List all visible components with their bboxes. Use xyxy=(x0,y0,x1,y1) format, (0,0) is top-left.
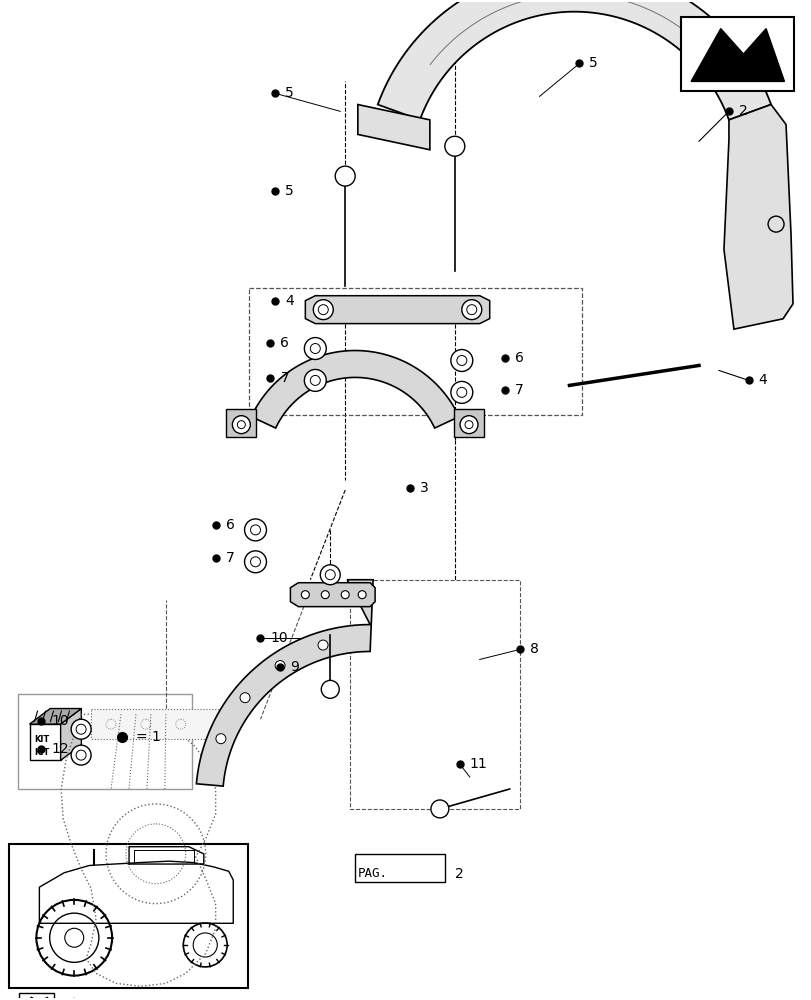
Bar xyxy=(354,854,444,882)
Text: 11: 11 xyxy=(470,757,487,771)
Circle shape xyxy=(237,421,245,429)
Polygon shape xyxy=(226,409,256,437)
Polygon shape xyxy=(21,997,52,1000)
Polygon shape xyxy=(377,0,770,120)
Circle shape xyxy=(310,375,320,385)
Text: 7: 7 xyxy=(225,551,234,565)
Circle shape xyxy=(301,591,309,599)
Circle shape xyxy=(216,734,225,744)
Circle shape xyxy=(244,551,266,573)
Polygon shape xyxy=(723,105,792,329)
Circle shape xyxy=(450,350,472,371)
Circle shape xyxy=(244,519,266,541)
Polygon shape xyxy=(196,580,372,786)
Circle shape xyxy=(321,680,339,698)
Circle shape xyxy=(457,355,466,365)
Text: 8: 8 xyxy=(529,642,538,656)
Circle shape xyxy=(251,525,260,535)
Polygon shape xyxy=(251,351,458,428)
Circle shape xyxy=(318,305,328,315)
Bar xyxy=(19,993,54,1000)
Text: 3: 3 xyxy=(419,481,428,495)
Text: 4: 4 xyxy=(757,373,766,387)
Circle shape xyxy=(465,421,473,429)
Polygon shape xyxy=(29,724,61,760)
Text: 6: 6 xyxy=(280,336,289,350)
Circle shape xyxy=(318,640,328,650)
Polygon shape xyxy=(690,29,783,81)
Circle shape xyxy=(466,305,476,315)
Circle shape xyxy=(460,416,478,434)
Circle shape xyxy=(321,591,328,599)
Circle shape xyxy=(71,745,91,765)
Circle shape xyxy=(320,565,340,585)
Bar xyxy=(350,580,519,809)
Polygon shape xyxy=(305,296,489,324)
Circle shape xyxy=(444,136,464,156)
Bar xyxy=(680,17,793,91)
Text: PAG.: PAG. xyxy=(358,867,388,880)
Text: 4: 4 xyxy=(285,294,294,308)
Text: = 1: = 1 xyxy=(135,730,161,744)
Text: 6: 6 xyxy=(514,351,523,365)
Circle shape xyxy=(251,557,260,567)
Circle shape xyxy=(358,591,366,599)
Polygon shape xyxy=(290,583,375,607)
Bar xyxy=(10,844,248,988)
Polygon shape xyxy=(453,409,483,437)
Text: 7: 7 xyxy=(514,383,523,397)
Circle shape xyxy=(275,661,285,671)
Text: 6: 6 xyxy=(225,518,234,532)
Circle shape xyxy=(76,724,86,734)
Text: 9: 9 xyxy=(290,660,299,674)
Text: 2: 2 xyxy=(738,104,747,118)
Circle shape xyxy=(304,338,326,359)
Circle shape xyxy=(240,693,250,703)
Text: 10: 10 xyxy=(51,714,69,728)
Text: 10: 10 xyxy=(270,631,288,645)
Circle shape xyxy=(457,387,466,397)
Circle shape xyxy=(313,300,333,320)
Circle shape xyxy=(304,369,326,391)
Text: KIT: KIT xyxy=(35,735,49,744)
Text: 7: 7 xyxy=(280,371,289,385)
Circle shape xyxy=(325,570,335,580)
Text: 5: 5 xyxy=(285,184,294,198)
Polygon shape xyxy=(358,105,429,150)
Text: KIT: KIT xyxy=(35,748,49,757)
Circle shape xyxy=(71,719,91,739)
Bar xyxy=(91,709,221,739)
Polygon shape xyxy=(29,709,81,724)
Circle shape xyxy=(341,591,349,599)
Text: 5: 5 xyxy=(589,56,598,70)
Circle shape xyxy=(232,416,250,434)
Circle shape xyxy=(76,750,86,760)
Bar xyxy=(248,288,581,415)
Text: 12: 12 xyxy=(51,742,69,756)
Circle shape xyxy=(461,300,481,320)
Circle shape xyxy=(310,344,320,354)
Circle shape xyxy=(335,166,354,186)
Polygon shape xyxy=(61,709,81,760)
Circle shape xyxy=(450,381,472,403)
Bar xyxy=(18,694,191,789)
Circle shape xyxy=(431,800,448,818)
Text: 5: 5 xyxy=(285,86,294,100)
Text: 2: 2 xyxy=(454,867,463,881)
